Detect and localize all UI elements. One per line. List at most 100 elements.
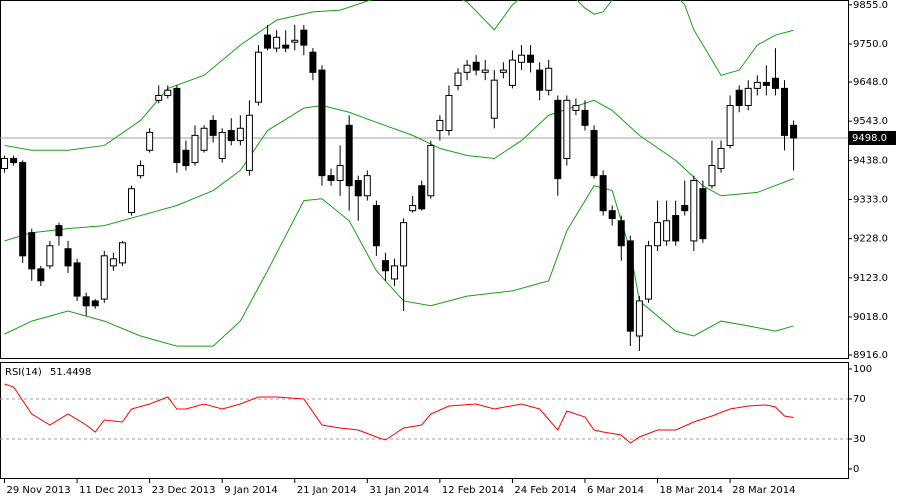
candle-body [654, 222, 662, 247]
x-tick-label: 21 Jan 2014 [297, 485, 357, 496]
candle-body [291, 39, 299, 43]
candle-body [735, 89, 743, 107]
candle-body [626, 240, 634, 332]
candle-body [699, 188, 707, 240]
candle-body [753, 81, 761, 89]
candle-body [644, 245, 652, 300]
candle-body [681, 204, 689, 212]
x-tick-label: 12 Feb 2014 [442, 485, 504, 496]
rsi-value: 51.4498 [50, 367, 91, 378]
candle-body [37, 268, 45, 282]
candle-body [245, 114, 253, 171]
candle-body [372, 204, 380, 247]
candle-body [672, 215, 680, 242]
candle-body [762, 81, 770, 86]
candle-body [100, 255, 108, 300]
candle-body [790, 124, 798, 139]
candle-body [191, 134, 199, 164]
last-price-box [849, 130, 896, 145]
y-tick-label: 8916.0 [853, 350, 888, 361]
candle-body [336, 165, 344, 181]
candle-body [64, 248, 72, 267]
candle-body [28, 232, 36, 270]
candle-body [536, 69, 544, 91]
candle-body [409, 204, 417, 212]
candle-body [454, 72, 462, 86]
candle-body [155, 94, 163, 101]
candle-body [545, 67, 553, 91]
candle-body [327, 175, 335, 181]
rsi-y-tick-label: 30 [853, 434, 866, 445]
candle-body [563, 99, 571, 159]
bollinger-band [4, 185, 794, 347]
y-tick-label: 9648.0 [853, 77, 888, 88]
x-tick-label: 31 Jan 2014 [369, 485, 429, 496]
candle-body [264, 34, 272, 49]
candle-body [617, 220, 625, 247]
x-tick-label: 6 Mar 2014 [587, 485, 644, 496]
candle-body [581, 109, 589, 126]
candle-body [146, 131, 154, 151]
candle-body [273, 36, 281, 49]
candle-body [690, 179, 698, 242]
candle-body [599, 175, 607, 212]
candle-body [418, 185, 426, 210]
candle-body [354, 179, 362, 197]
candle-body [363, 175, 371, 197]
candle-body [236, 127, 244, 142]
candle-body [118, 242, 126, 264]
candle-body [173, 87, 181, 164]
candle-body [182, 149, 190, 167]
candle-body [200, 127, 208, 151]
x-tick-label: 18 Mar 2014 [660, 485, 723, 496]
candle-body [109, 258, 117, 267]
candle-body [73, 262, 81, 297]
candle-body [318, 69, 326, 177]
candle-body [55, 225, 63, 237]
candle-body [209, 119, 217, 136]
candle-body [472, 61, 480, 71]
candle-body [309, 51, 317, 73]
candle-body [481, 69, 489, 73]
candle-body [717, 147, 725, 170]
candle-body [227, 130, 235, 142]
candle-body [463, 64, 471, 73]
rsi-y-tick-label: 100 [853, 364, 872, 375]
candle-body [282, 44, 290, 49]
candle-body [19, 162, 27, 257]
candle-body [137, 165, 145, 177]
candle-body [781, 87, 789, 136]
candle-body [46, 245, 54, 267]
x-tick-label: 9 Jan 2014 [224, 485, 278, 496]
candle-body [572, 105, 580, 111]
candle-body [744, 87, 752, 107]
candle-body [164, 89, 172, 96]
candle-body [91, 300, 99, 307]
candle-body [708, 165, 716, 187]
candle-body [300, 29, 308, 46]
candle-body [499, 69, 507, 73]
candle-body [82, 296, 90, 307]
candle-body [1, 157, 9, 170]
candle-body [427, 144, 435, 197]
y-tick-label: 9333.0 [853, 195, 888, 206]
candle-body [554, 99, 562, 180]
candle-body [345, 124, 353, 187]
y-tick-label: 9750.0 [853, 39, 888, 50]
candle-body [527, 54, 535, 63]
candle-body [391, 265, 399, 280]
x-tick-label: 24 Feb 2014 [514, 485, 576, 496]
x-tick-label: 29 Nov 2013 [7, 485, 71, 496]
candle-body [517, 54, 525, 63]
y-tick-label: 9855.0 [853, 0, 888, 11]
y-tick-label: 9543.0 [853, 116, 888, 127]
rsi-y-tick-label: 70 [853, 394, 866, 405]
x-tick-label: 28 Mar 2014 [732, 485, 795, 496]
candle-body [218, 131, 226, 159]
price-panel [0, 0, 849, 359]
candle-body [10, 157, 18, 164]
rsi-title: RSI(14) [5, 367, 42, 378]
last-price-label: 9498.0 [852, 133, 887, 144]
price-plot [0, 0, 848, 351]
